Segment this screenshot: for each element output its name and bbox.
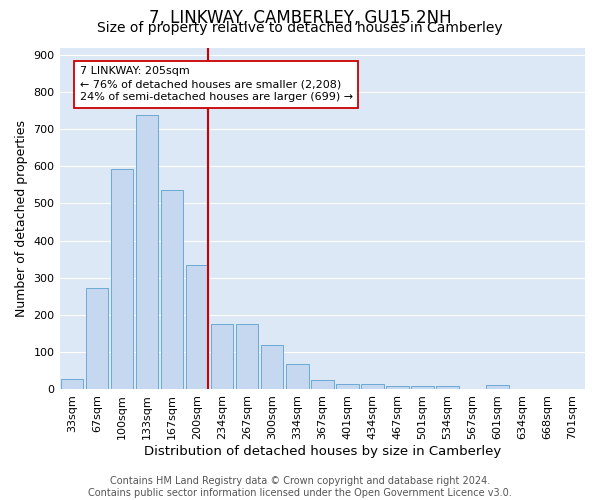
Text: 7, LINKWAY, CAMBERLEY, GU15 2NH: 7, LINKWAY, CAMBERLEY, GU15 2NH bbox=[149, 9, 451, 27]
Bar bbox=[336, 384, 359, 389]
Bar bbox=[136, 115, 158, 389]
X-axis label: Distribution of detached houses by size in Camberley: Distribution of detached houses by size … bbox=[143, 444, 501, 458]
Bar bbox=[236, 324, 259, 389]
Bar bbox=[286, 364, 308, 389]
Bar bbox=[86, 288, 109, 389]
Bar bbox=[436, 386, 458, 389]
Bar bbox=[486, 386, 509, 389]
Bar bbox=[261, 344, 283, 389]
Bar bbox=[211, 324, 233, 389]
Bar bbox=[411, 386, 434, 389]
Bar bbox=[386, 386, 409, 389]
Bar bbox=[111, 170, 133, 389]
Bar bbox=[161, 190, 184, 389]
Bar bbox=[186, 264, 208, 389]
Bar bbox=[311, 380, 334, 389]
Y-axis label: Number of detached properties: Number of detached properties bbox=[15, 120, 28, 317]
Text: Size of property relative to detached houses in Camberley: Size of property relative to detached ho… bbox=[97, 21, 503, 35]
Text: 7 LINKWAY: 205sqm
← 76% of detached houses are smaller (2,208)
24% of semi-detac: 7 LINKWAY: 205sqm ← 76% of detached hous… bbox=[80, 66, 353, 102]
Bar bbox=[361, 384, 383, 389]
Text: Contains HM Land Registry data © Crown copyright and database right 2024.
Contai: Contains HM Land Registry data © Crown c… bbox=[88, 476, 512, 498]
Bar bbox=[61, 379, 83, 389]
